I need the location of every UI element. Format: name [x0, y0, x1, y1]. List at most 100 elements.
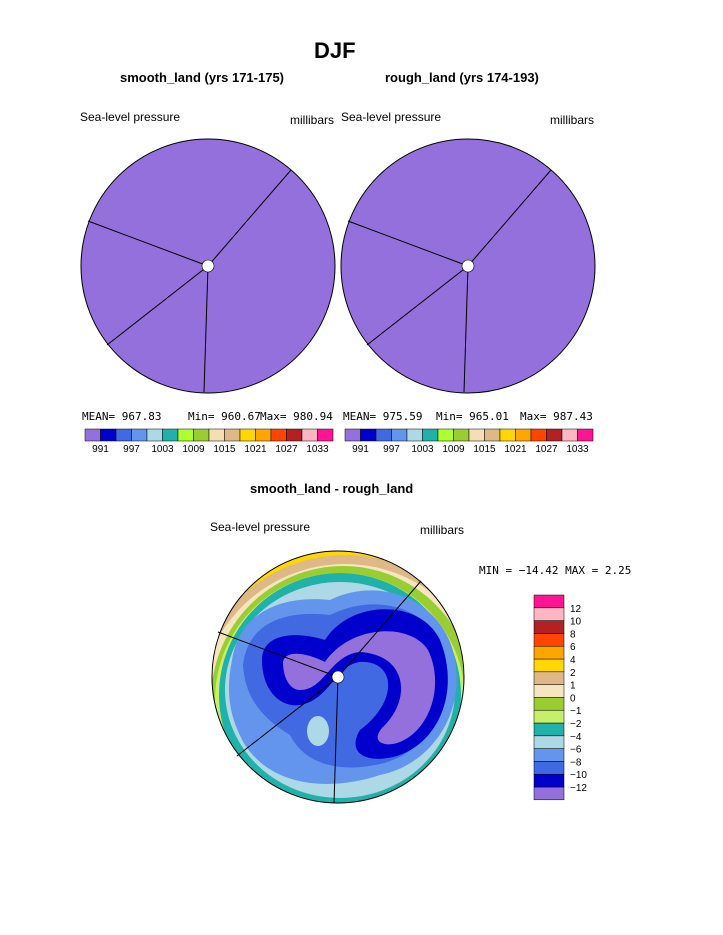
panel3-colorbar-tick-label: 6 — [570, 642, 576, 653]
panel1-colorbar-tick-label: 1009 — [182, 444, 205, 455]
panel1-colorbar-swatch — [224, 428, 241, 442]
panel1-left-label: Sea-level pressure — [80, 110, 181, 124]
panel1-colorbar-swatch — [115, 428, 132, 442]
panel2-colorbar-swatch — [375, 428, 392, 442]
panel1-colorbar-swatch — [208, 428, 225, 442]
panel1-meridian-line — [203, 265, 209, 393]
panel3-left-label: Sea-level pressure — [210, 520, 311, 534]
panel2-colorbar-swatch — [561, 428, 578, 442]
panel2-colorbar-tick-label: 1003 — [411, 444, 434, 455]
panel3-colorbar-swatch — [533, 709, 565, 724]
panel1-meridian-line — [106, 265, 209, 346]
panel2-colorbar-swatch — [530, 428, 547, 442]
panel3-colorbar-swatch — [533, 761, 565, 775]
panel2-pole-marker — [461, 259, 475, 273]
panel1-colorbar-tick-label: 1033 — [306, 444, 329, 455]
panel2-colorbar-tick-label: 997 — [383, 444, 400, 455]
panel1-colorbar-swatch — [270, 428, 287, 442]
panel1-colorbar: 991 997 1003 1009 1015 1021 1027 1033 — [84, 428, 334, 455]
panel1-colorbar-swatch — [239, 428, 256, 442]
panel2-colorbar-swatch — [391, 428, 408, 442]
panel3-colorbar-tick-label: −10 — [570, 770, 587, 781]
panel3-meridian-line — [337, 580, 422, 678]
panel2-colorbar-swatch — [468, 428, 485, 442]
panel1-max: Max= 980.94 — [260, 410, 333, 423]
panel3-colorbar-swatch — [533, 735, 565, 749]
panel1-mean: MEAN= 967.83 — [82, 410, 162, 423]
panel1-right-label: millibars — [290, 113, 335, 127]
panel3-colorbar-swatch — [533, 748, 565, 762]
panel3-title: smooth_land - rough_land — [250, 481, 414, 496]
panel2-max: Max= 987.43 — [520, 410, 593, 423]
panel3-right-label: millibars — [420, 523, 465, 537]
panel3-colorbar-tick-label: 10 — [570, 617, 582, 628]
panel1-colorbar-swatch — [100, 428, 117, 442]
panel3-colorbar-tick-label: 2 — [570, 668, 576, 679]
panel2-meridian-line — [467, 169, 552, 267]
panel3-colorbar-swatch — [533, 658, 565, 673]
panel3-colorbar-tick-label: −12 — [570, 783, 587, 794]
diff-band-below-minus12 — [283, 631, 436, 745]
panel1-pole-marker — [201, 259, 215, 273]
panel3-pole-marker — [331, 670, 345, 684]
panel2-colorbar-swatch — [515, 428, 532, 442]
panel1-map — [80, 138, 336, 394]
panel1-colorbar-tick-label: 997 — [123, 444, 140, 455]
panel3-colorbar-tick-label: −1 — [570, 706, 582, 717]
panel3-colorbar-swatch — [533, 722, 565, 737]
panel2-colorbar-tick-label: 1009 — [442, 444, 465, 455]
panel2-colorbar-tick-label: 1015 — [473, 444, 496, 455]
panel3-colorbar-swatch — [533, 697, 565, 711]
panel3-colorbar-swatch — [533, 684, 565, 698]
panel3-map — [212, 551, 464, 803]
panel2-colorbar: 991 997 1003 1009 1015 1021 1027 1033 — [344, 428, 594, 455]
panel3-colorbar-tick-label: −8 — [570, 757, 582, 768]
panel1-colorbar-swatch — [286, 428, 303, 442]
panel2-colorbar-tick-label: 1027 — [535, 444, 558, 455]
panel1-colorbar-swatch — [301, 428, 318, 442]
panel1-colorbar-swatch — [193, 428, 210, 442]
panel1-colorbar-swatch — [255, 428, 272, 442]
panel1-meridian-line — [207, 169, 292, 267]
panel3-meridian-line — [217, 631, 339, 678]
panel1-colorbar-tick-label: 991 — [92, 444, 109, 455]
page-title: DJF — [314, 38, 356, 63]
panel3-colorbar-swatch — [533, 645, 565, 660]
panel1-colorbar-swatch — [146, 428, 163, 442]
panel2-meridian-line — [347, 220, 469, 267]
panel1-colorbar-swatch — [84, 428, 101, 442]
panel1-colorbar-tick-label: 1021 — [244, 444, 267, 455]
panel3-colorbar-swatch — [533, 594, 565, 609]
panel2-right-label: millibars — [550, 113, 595, 127]
panel3-colorbar-tick-label: 1 — [570, 681, 576, 692]
panel3-colorbar-swatch — [533, 607, 565, 621]
panel3-colorbar-swatch — [533, 786, 565, 801]
panel1-title: smooth_land (yrs 171-175) — [120, 70, 285, 85]
panel2-colorbar-swatch — [484, 428, 501, 442]
panel1-colorbar-tick-label: 1003 — [151, 444, 174, 455]
panel3-meridian-line — [236, 676, 339, 757]
panel3-colorbar-tick-label: 8 — [570, 629, 576, 640]
panel3-colorbar-tick-label: 0 — [570, 693, 576, 704]
panel2-meridian-line — [463, 265, 469, 393]
panel1-colorbar-swatch — [177, 428, 194, 442]
panel3-colorbar-swatch — [533, 773, 565, 788]
panel3-map-outline — [211, 550, 465, 804]
panel1-min: Min= 960.67 — [188, 410, 261, 423]
panel3-colorbar-tick-label: −4 — [570, 732, 582, 743]
panel1-colorbar-swatch — [317, 428, 334, 442]
panel3-meridian-line — [333, 676, 339, 804]
panel2-colorbar-swatch — [546, 428, 563, 442]
panel1-colorbar-swatch — [162, 428, 179, 442]
panel2-colorbar-swatch — [577, 428, 594, 442]
panel1-meridian-line — [87, 220, 209, 267]
panel2-min: Min= 965.01 — [436, 410, 509, 423]
panel2-colorbar-tick-label: 1021 — [504, 444, 527, 455]
panel1-colorbar-swatch — [131, 428, 148, 442]
panel2-meridian-line — [366, 265, 469, 346]
panel2-colorbar-swatch — [406, 428, 423, 442]
panel3-colorbar-tick-label: −6 — [570, 745, 582, 756]
panel3-overlay — [211, 550, 465, 804]
